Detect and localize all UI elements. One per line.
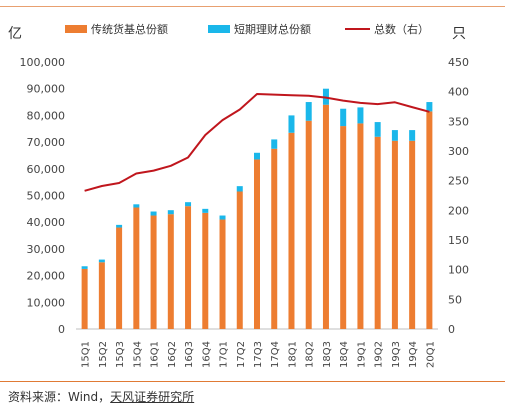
x-tick-label: 17Q4 <box>270 341 281 368</box>
bar-short-term <box>150 211 157 216</box>
bar-traditional <box>322 104 329 329</box>
legend-label-total: 总数（右） <box>374 22 429 36</box>
x-tick-label: 16Q1 <box>150 341 161 368</box>
bar-traditional <box>150 215 157 329</box>
x-tick-label: 20Q1 <box>425 341 436 368</box>
y-left-tick-label: 0 <box>58 323 65 336</box>
y-right-tick-label: 250 <box>448 175 469 188</box>
legend-label-traditional: 传统货基总份额 <box>91 22 168 36</box>
source-brand: 天风证券研究所 <box>110 390 195 404</box>
x-tick-label: 15Q2 <box>98 341 109 368</box>
y-left-tick-label: 90,000 <box>27 83 66 96</box>
y-left-tick-label: 30,000 <box>27 243 66 256</box>
bar-short-term <box>133 204 140 208</box>
x-tick-label: 17Q3 <box>253 341 264 368</box>
bottom-rule <box>0 381 505 382</box>
y-right-tick-label: 350 <box>448 115 469 128</box>
source-note: 资料来源：Wind，天风证券研究所 <box>8 388 194 405</box>
bar-short-term <box>219 215 226 220</box>
bar-short-term <box>98 259 105 263</box>
y-right-tick-label: 450 <box>448 56 469 69</box>
bar-traditional <box>116 227 123 329</box>
line-total <box>84 93 430 192</box>
y-right-tick-label: 200 <box>448 204 469 217</box>
chart: 0 10,000 20,000 30,000 40,000 50,000 60,000 70,… <box>8 22 469 368</box>
x-tick-label: 18Q3 <box>322 341 333 368</box>
bar-short-term <box>185 202 192 207</box>
y-right-tick-label: 150 <box>448 234 469 247</box>
source-prefix: 资料来源：Wind， <box>8 390 111 404</box>
y-right-tick-label: 50 <box>448 293 462 306</box>
legend-label-short-term: 短期理财总份额 <box>234 22 311 36</box>
bar-short-term <box>374 122 381 137</box>
bar-traditional <box>340 126 347 329</box>
y-right-tick-label: 100 <box>448 264 469 277</box>
bar-short-term <box>236 186 243 192</box>
bar-traditional <box>426 111 433 330</box>
bar-short-term <box>357 107 364 124</box>
bar-short-term <box>271 139 278 149</box>
bar-traditional <box>202 212 209 329</box>
bar-traditional <box>254 159 260 329</box>
x-tick-label: 17Q2 <box>236 341 247 368</box>
bar-traditional <box>357 123 364 329</box>
x-tick-label: 18Q4 <box>339 341 350 368</box>
y-left-tick-label: 100,000 <box>20 56 66 69</box>
x-tick-label: 19Q1 <box>356 341 367 368</box>
y-left-tick-label: 80,000 <box>27 109 66 122</box>
bar-traditional <box>374 136 381 329</box>
legend-swatch-traditional <box>65 25 87 33</box>
y-right-tick-label: 0 <box>448 323 455 336</box>
bar-traditional <box>305 120 312 330</box>
legend-swatch-short-term <box>208 25 230 33</box>
bar-short-term <box>426 102 433 112</box>
y-right-tick-label: 300 <box>448 145 469 158</box>
x-tick-label: 18Q2 <box>305 341 316 368</box>
bar-short-term <box>409 130 416 141</box>
x-tick-label: 19Q3 <box>391 341 402 368</box>
y-right-unit: 只 <box>452 26 466 42</box>
y-left-tick-label: 20,000 <box>27 270 66 283</box>
bar-traditional <box>133 207 140 329</box>
x-tick-label: 18Q1 <box>287 341 298 368</box>
x-tick-label: 16Q4 <box>201 341 212 368</box>
y-left-unit: 亿 <box>8 26 22 42</box>
bar-traditional <box>271 148 278 329</box>
bar-traditional <box>288 132 295 329</box>
bar-short-term <box>254 152 260 160</box>
x-tick-label: 15Q3 <box>115 341 126 368</box>
bar-traditional <box>391 140 398 329</box>
bar-traditional <box>98 262 105 329</box>
x-tick-label: 15Q4 <box>132 341 143 368</box>
bar-traditional <box>409 140 416 329</box>
y-left-tick-label: 60,000 <box>27 163 66 176</box>
y-left-tick-label: 70,000 <box>27 136 66 149</box>
top-rule <box>0 6 505 7</box>
bar-short-term <box>340 108 347 127</box>
y-left-tick-label: 40,000 <box>27 216 66 229</box>
x-tick-label: 15Q1 <box>81 341 92 368</box>
bar-traditional <box>219 219 226 329</box>
x-tick-label: 16Q3 <box>184 341 195 368</box>
y-left-tick-label: 50,000 <box>27 190 66 203</box>
bar-traditional <box>167 214 174 329</box>
bar-short-term <box>391 130 398 141</box>
bar-traditional <box>236 191 243 329</box>
bar-short-term <box>116 224 123 228</box>
x-tick-label: 19Q2 <box>374 341 385 368</box>
bar-traditional <box>81 268 88 329</box>
bar-short-term <box>305 102 312 121</box>
bar-short-term <box>167 210 174 215</box>
y-left-tick-label: 10,000 <box>27 296 66 309</box>
bar-traditional <box>185 206 192 329</box>
x-tick-label: 17Q1 <box>219 341 230 368</box>
bar-short-term <box>288 115 295 133</box>
y-right-tick-label: 400 <box>448 86 469 99</box>
x-tick-label: 19Q4 <box>408 341 419 368</box>
bar-short-term <box>81 266 88 269</box>
bar-short-term <box>202 208 209 213</box>
x-tick-label: 16Q2 <box>167 341 178 368</box>
